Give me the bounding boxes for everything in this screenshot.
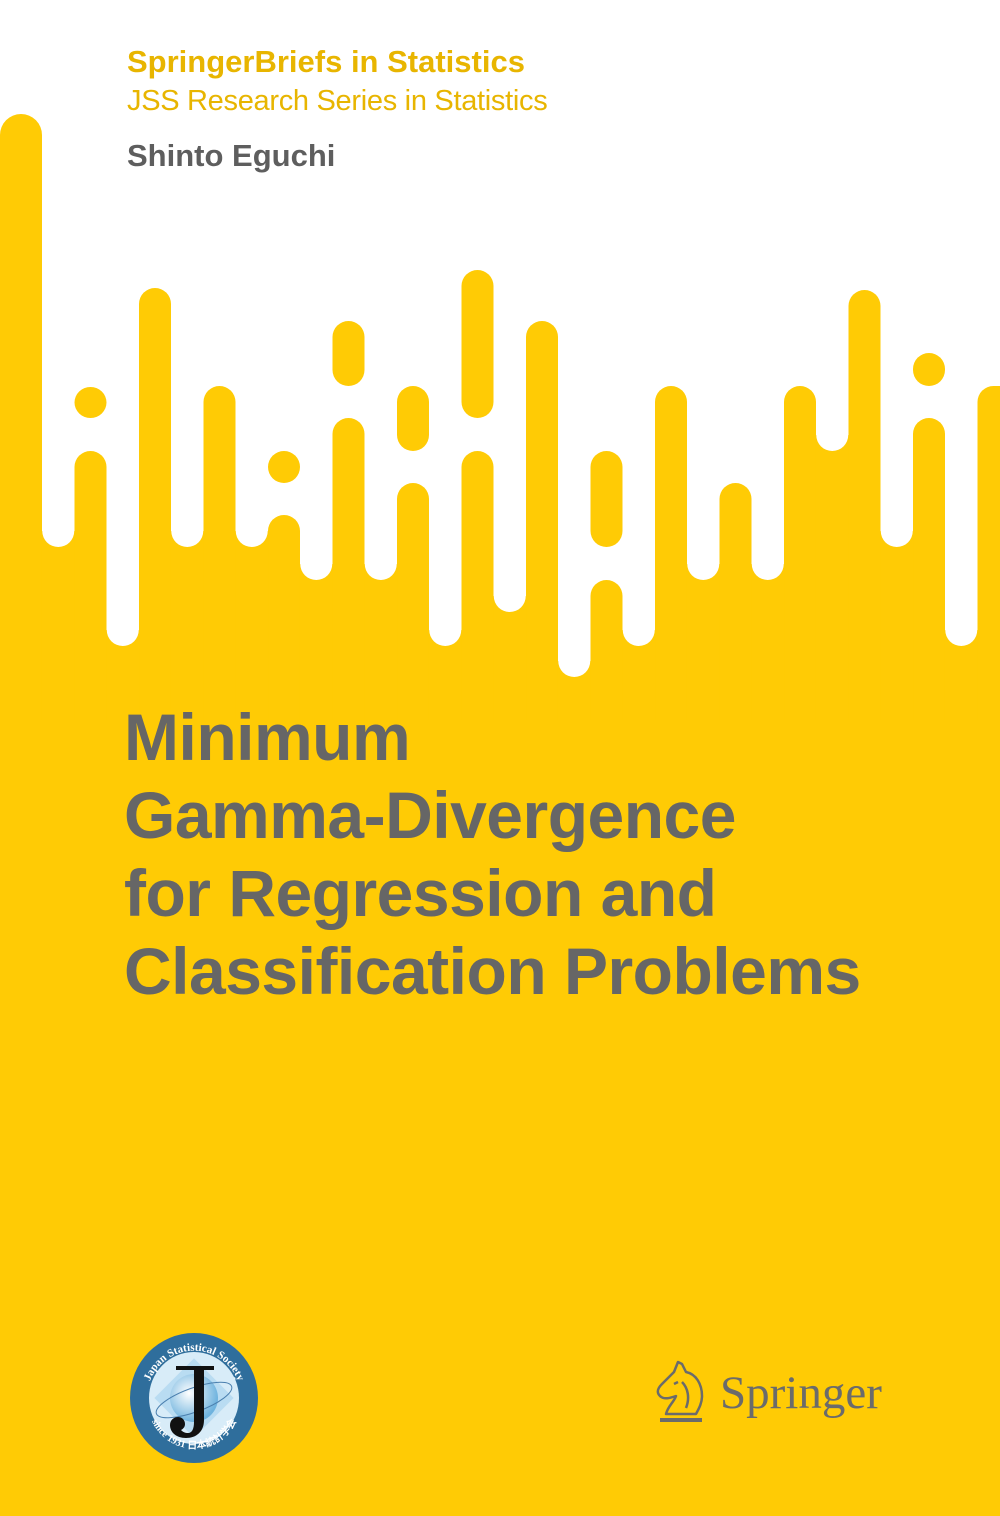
pattern-gap-fill [364, 564, 398, 720]
pattern-gap-end [171, 515, 204, 547]
pattern-gap-fill [170, 531, 204, 720]
pattern-gap-end [558, 645, 591, 677]
pattern-yellow-bar [590, 580, 623, 720]
pattern-yellow-bar [397, 483, 429, 720]
pattern-gap-end [493, 580, 526, 612]
pattern-yellow-pill [268, 451, 300, 483]
pattern-yellow-bar [913, 418, 945, 720]
pattern-gap-fill [493, 596, 527, 720]
pattern-yellow-bar [719, 483, 752, 720]
pattern-gap-end [300, 548, 333, 580]
pattern-gap-end [106, 614, 139, 646]
pattern-yellow-pill [913, 353, 945, 386]
pattern-gap-end [945, 614, 978, 646]
pattern-yellow-bar [977, 386, 1000, 720]
pattern-yellow-pill [397, 386, 429, 451]
pattern-gap-end [622, 614, 655, 646]
book-title: Minimum Gamma-Divergence for Regression … [124, 698, 861, 1010]
title-line: Classification Problems [124, 934, 861, 1008]
author-name: Shinto Eguchi [127, 138, 336, 173]
springer-logo: Springer [652, 1358, 882, 1428]
title-line: for Regression and [124, 856, 717, 930]
pattern-gap-end [751, 548, 784, 580]
pattern-yellow-pill [74, 387, 107, 418]
pattern-gap-end [429, 614, 462, 646]
pattern-gap-fill [41, 531, 75, 720]
pattern-gap-fill [299, 564, 333, 720]
jss-logo: Japan Statistical Society since 1931 日本統… [130, 1333, 258, 1463]
title-line: Gamma-Divergence [124, 778, 736, 852]
pattern-gap-end [235, 515, 268, 547]
pattern-yellow-bar [655, 386, 687, 720]
springer-wordmark: Springer [720, 1367, 882, 1419]
pattern-left-strip [0, 114, 42, 720]
pattern-gap-end [364, 548, 397, 580]
pattern-yellow-bar [139, 288, 171, 720]
title-line: Minimum [124, 700, 411, 774]
pattern-yellow-bar [461, 451, 494, 720]
series-name: SpringerBriefs in Statistics [127, 44, 525, 79]
pattern-gap-end [816, 419, 849, 451]
pattern-yellow-bar [74, 451, 107, 720]
horse-head-icon [656, 1360, 704, 1422]
pattern-yellow-bar [526, 321, 558, 720]
pattern-yellow-bar [848, 290, 881, 720]
subseries-name: JSS Research Series in Statistics [127, 85, 548, 117]
pattern-gap-end [42, 515, 75, 547]
pattern-gap-end [687, 548, 720, 580]
pattern-gap-fill [815, 435, 849, 720]
pattern-yellow-bar [332, 418, 365, 720]
pattern-yellow-pill [590, 451, 623, 547]
cover-bar-pattern [0, 0, 1000, 720]
pattern-yellow-pill [461, 270, 494, 418]
pattern-gap-fill [751, 564, 785, 720]
pattern-gap-fill [235, 531, 269, 720]
pattern-yellow-pill [332, 321, 365, 386]
pattern-gap-fill [880, 531, 914, 720]
pattern-yellow-bar [203, 386, 236, 720]
pattern-gap-fill [686, 564, 720, 720]
jss-letter-mark [170, 1366, 214, 1438]
pattern-yellow-bar [784, 386, 816, 720]
pattern-yellow-bar [268, 515, 300, 720]
pattern-gap-end [880, 515, 913, 547]
